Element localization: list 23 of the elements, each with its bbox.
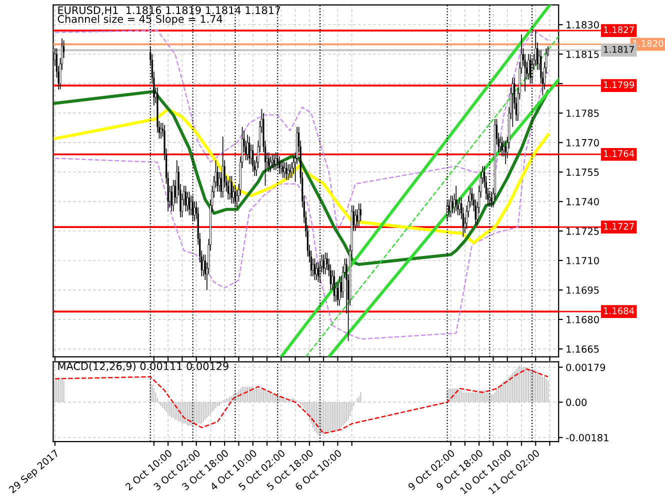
ref-line-label: 1.1817 (604, 46, 634, 53)
chart-title: MACD(12,26,9) 0.00111 0.00129 (58, 362, 228, 372)
y-tick-label: 1.1785 (566, 110, 599, 117)
y-tick-label: 1.1680 (566, 316, 599, 324)
ref-line-label: 1.1764 (604, 150, 634, 157)
y-tick-label: 0.00179 (566, 364, 606, 372)
ref-line-label: 1.1827 (604, 26, 634, 34)
y-tick-label: 1.1815 (566, 50, 599, 58)
ref-line-label: 1.1799 (604, 81, 634, 88)
y-tick-label: 1.1665 (566, 345, 599, 353)
ref-line-label: 1.1684 (604, 307, 634, 314)
y-tick-label: 1.1740 (566, 198, 599, 206)
y-tick-label: -0.00181 (566, 434, 608, 442)
y-tick-label: 1.1830 (566, 21, 599, 28)
y-tick-label: 1.1755 (566, 168, 599, 176)
y-tick-label: 1.1770 (566, 139, 599, 146)
y-tick-label: 1.1710 (566, 256, 599, 264)
y-tick-label: 1.1695 (566, 286, 599, 294)
chart-title: EURUSD,H1 1.1816 1.1819 1.1814 1.1817 (58, 6, 280, 16)
y-tick-label: 1.1725 (566, 227, 599, 235)
text: Channel size = 45 Slope = 1.74 (58, 14, 222, 25)
y-tick-label: 0.00 (566, 398, 587, 406)
ref-line-label: 1.1727 (604, 222, 634, 230)
